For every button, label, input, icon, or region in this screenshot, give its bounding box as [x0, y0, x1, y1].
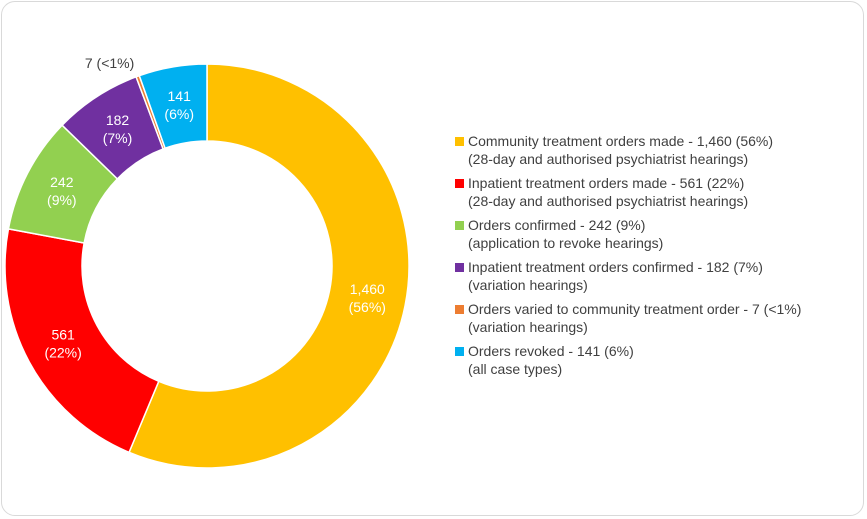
- legend-label: Community treatment orders made - 1,460 …: [468, 133, 774, 149]
- legend-sublabel: (application to revoke hearings): [468, 235, 664, 251]
- legend-swatch: [455, 305, 464, 314]
- donut-slice-inpatient-treatment-orders-made: [4, 228, 160, 454]
- legend-swatch: [455, 347, 464, 356]
- legend-swatch: [455, 179, 464, 188]
- data-label-community-treatment-orders-made: 1,460 (56%): [349, 281, 386, 315]
- legend-label: Orders varied to community treatment ord…: [468, 301, 802, 317]
- data-label-inpatient-treatment-orders-made: 561 (22%): [44, 327, 81, 361]
- legend-item-inpatient-treatment-orders-confirmed: Inpatient treatment orders confirmed - 1…: [455, 258, 865, 294]
- legend-item-orders-revoked: Orders revoked - 141 (6%) (all case type…: [455, 342, 865, 378]
- legend-sublabel: (28-day and authorised psychiatrist hear…: [468, 151, 749, 167]
- legend-label: Orders revoked - 141 (6%): [468, 343, 634, 359]
- donut-slice-orders-revoked: [138, 63, 208, 150]
- legend-swatch: [455, 263, 464, 272]
- legend-label: Orders confirmed - 242 (9%): [468, 217, 646, 233]
- data-label-orders-revoked: 141 (6%): [164, 88, 194, 122]
- legend-label: Inpatient treatment orders made - 561 (2…: [468, 175, 745, 191]
- legend-swatch: [455, 221, 464, 230]
- donut-slice-community-treatment-orders-made: [128, 63, 410, 469]
- legend-item-inpatient-treatment-orders-made: Inpatient treatment orders made - 561 (2…: [455, 174, 865, 210]
- legend-item-community-treatment-orders-made: Community treatment orders made - 1,460 …: [455, 132, 865, 168]
- chart-legend: Community treatment orders made - 1,460 …: [455, 132, 865, 384]
- legend-sublabel: (28-day and authorised psychiatrist hear…: [468, 193, 749, 209]
- data-label-orders-confirmed: 242 (9%): [47, 174, 77, 208]
- legend-item-orders-varied: Orders varied to community treatment ord…: [455, 300, 865, 336]
- legend-sublabel: (all case types): [468, 361, 563, 377]
- legend-sublabel: (variation hearings): [468, 277, 588, 293]
- legend-item-orders-confirmed: Orders confirmed - 242 (9%) (application…: [455, 216, 865, 252]
- legend-label: Inpatient treatment orders confirmed - 1…: [468, 259, 763, 275]
- legend-sublabel: (variation hearings): [468, 319, 588, 335]
- data-label-orders-varied: 7 (<1%): [85, 55, 134, 71]
- data-label-inpatient-treatment-orders-confirmed: 182 (7%): [103, 112, 133, 146]
- legend-swatch: [455, 137, 464, 146]
